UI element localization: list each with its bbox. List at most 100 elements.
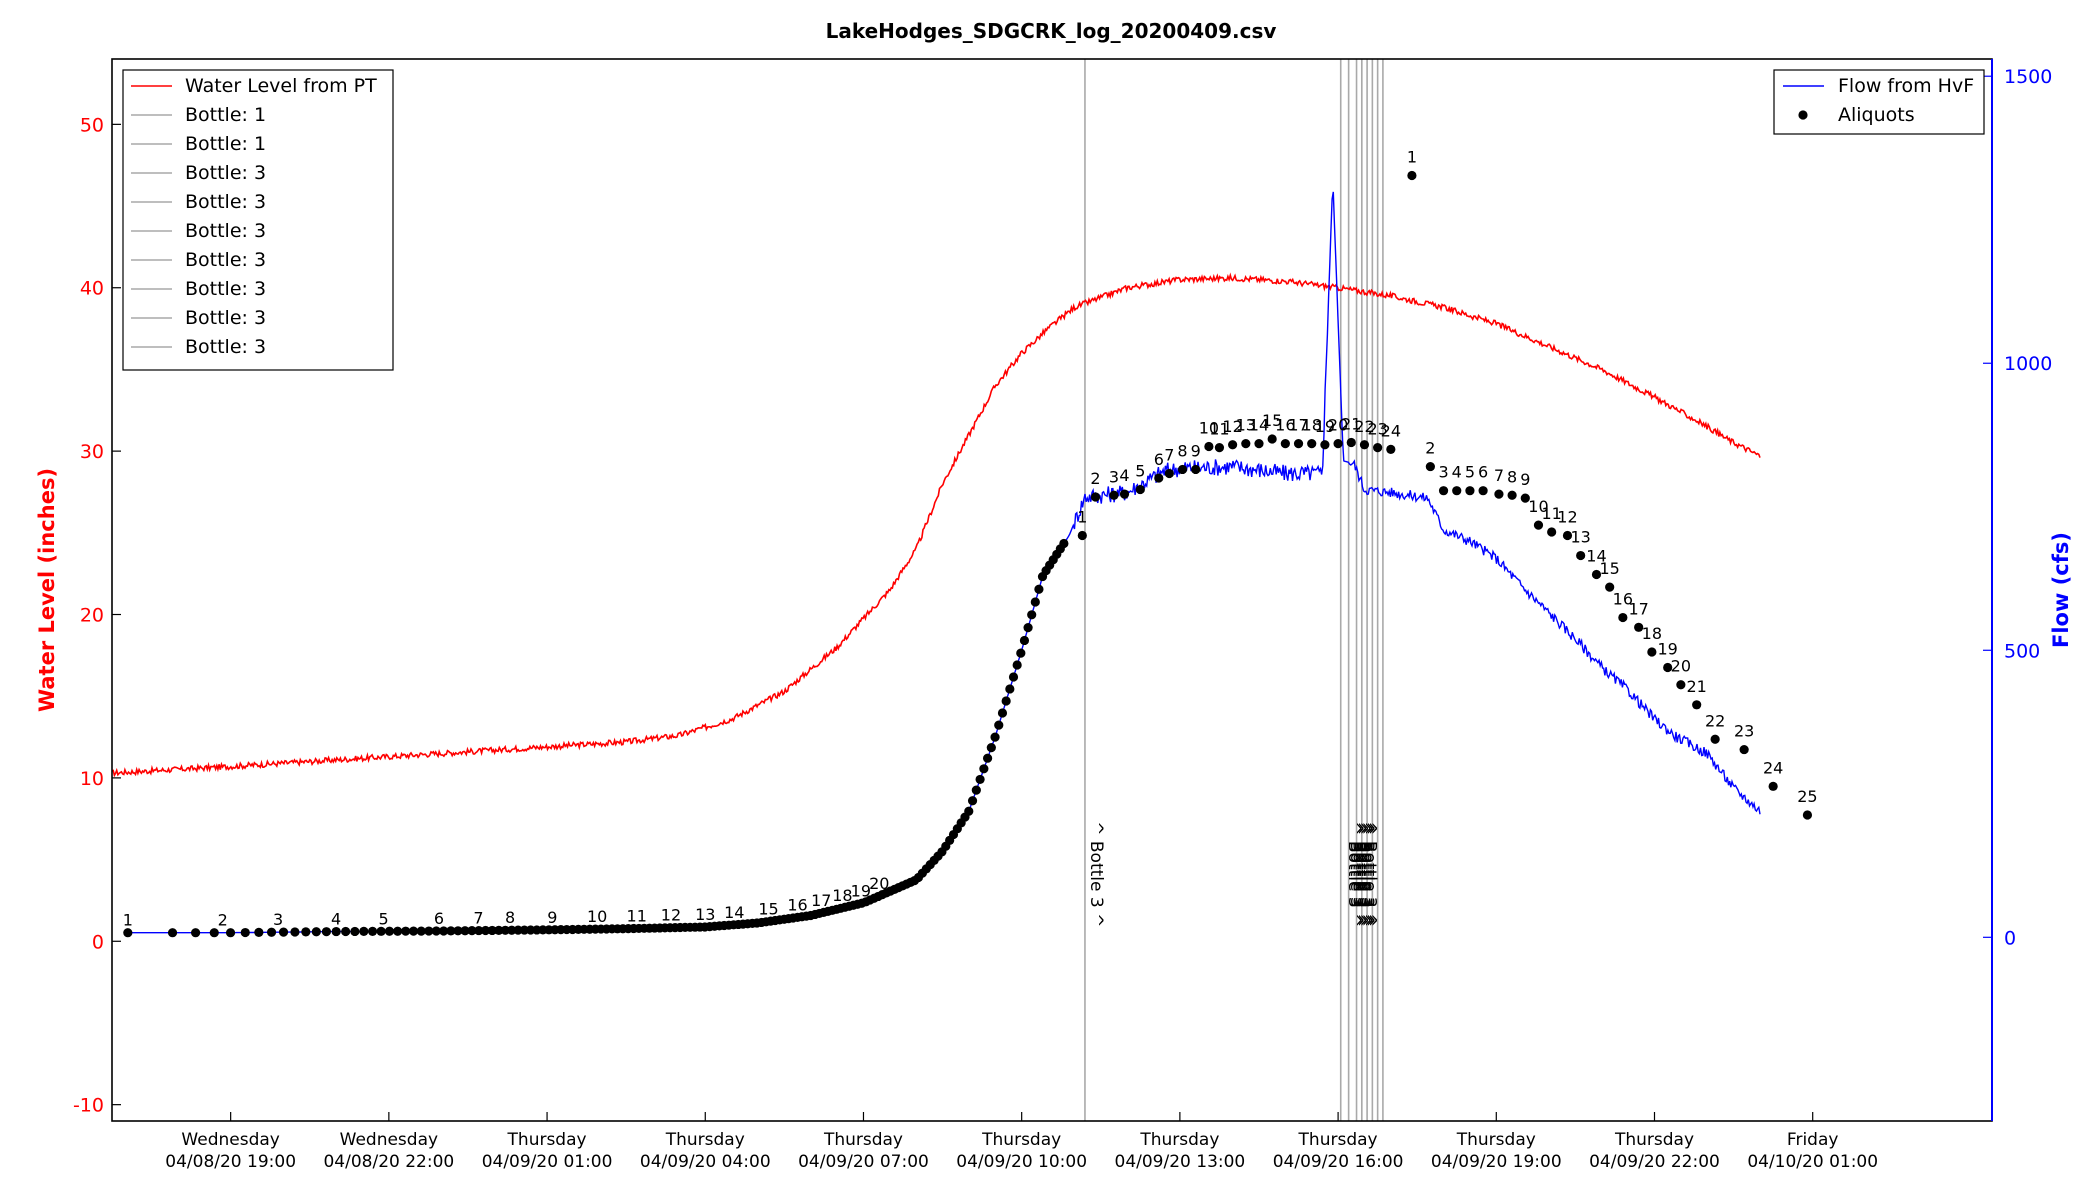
legend-right: Flow from HvF Aliquots: [1773, 69, 1985, 135]
aliquot-point: [1333, 439, 1343, 449]
y-tick-right-label: 1500: [2004, 66, 2052, 88]
legend-entry: Bottle: 3: [185, 249, 266, 271]
aliquot-label: 11: [1541, 504, 1561, 523]
aliquot-point: [1768, 781, 1778, 791]
x-tick-date: 04/09/20 01:00: [482, 1152, 613, 1172]
x-tick-date: 04/09/20 13:00: [1115, 1152, 1246, 1172]
x-tick-day: Wednesday: [181, 1130, 279, 1150]
aliquot-point: [1012, 660, 1022, 670]
chart-title: LakeHodges_SDGCRK_log_20200409.csv: [826, 19, 1277, 43]
aliquot-point: [1359, 440, 1370, 450]
aliquot-label: 4: [1119, 466, 1129, 485]
aliquot-point: [446, 926, 456, 936]
aliquot-point: [1016, 648, 1026, 658]
aliquot-point: [393, 926, 403, 936]
aliquot-point: [240, 927, 250, 938]
y-axis-right-label: Flow (cfs): [2049, 532, 2073, 648]
y-tick-right-label: 500: [2004, 640, 2040, 662]
legend-entry: Bottle: 3: [185, 278, 266, 300]
aliquot-label: 22: [1705, 711, 1725, 730]
aliquot-point: [1077, 530, 1087, 541]
aliquot-point: [1059, 538, 1069, 549]
y-axis-left-label: Water Level (inches): [35, 468, 59, 712]
aliquot-label: 7: [473, 909, 483, 928]
plot-frame: [111, 58, 1993, 1122]
legend-entry: Bottle: 1: [185, 133, 266, 155]
aliquot-point: [1005, 684, 1015, 694]
x-tick-date: 04/08/20 22:00: [323, 1152, 454, 1172]
aliquot-label: 13: [1236, 416, 1256, 435]
aliquot-label: 12: [1222, 417, 1242, 436]
x-tick-date: 04/10/20 01:00: [1747, 1152, 1878, 1172]
aliquot-point: [1154, 473, 1164, 483]
legend-entry: Aliquots: [1838, 104, 1915, 126]
aliquot-point: [507, 925, 517, 935]
aliquot-point: [1008, 672, 1019, 682]
y-tick-right-label: 0: [2004, 927, 2016, 949]
aliquot-point: [1307, 439, 1317, 449]
aliquot-label: 24: [1381, 421, 1401, 440]
aliquot-point: [431, 926, 441, 936]
aliquot-label: 1: [1407, 148, 1417, 167]
x-tick-date: 04/09/20 22:00: [1589, 1152, 1720, 1172]
aliquot-point: [1109, 490, 1119, 500]
aliquot-point: [982, 753, 993, 763]
aliquot-point: [453, 926, 463, 936]
aliquot-point: [1204, 441, 1214, 452]
aliquot-label: 8: [1507, 467, 1517, 486]
aliquot-label: 21: [1341, 414, 1361, 433]
aliquot-label: 3: [273, 910, 283, 929]
aliquot-label: 18: [832, 886, 852, 905]
aliquot-point: [500, 925, 510, 935]
aliquot-point: [1692, 700, 1702, 710]
aliquot-point: [301, 927, 311, 937]
x-tick-day: Thursday: [507, 1130, 587, 1150]
aliquot-label: 14: [1249, 416, 1269, 435]
aliquot-point: [997, 708, 1008, 718]
legend-left-frame: [122, 69, 394, 371]
aliquot-point: [1267, 434, 1277, 444]
aliquot-point: [1663, 662, 1673, 673]
aliquot-point: [979, 764, 989, 774]
legend-entry: Bottle: 3: [185, 220, 266, 242]
aliquot-point: [1562, 530, 1573, 541]
x-tick-date: 04/09/20 07:00: [798, 1152, 929, 1172]
aliquot-label: 10: [1199, 418, 1219, 437]
aliquot-label: 18: [1302, 416, 1322, 435]
aliquot-point: [1533, 520, 1544, 530]
x-tick-day: Thursday: [665, 1130, 745, 1150]
aliquot-point: [1019, 635, 1030, 646]
aliquot-label: 9: [1191, 441, 1201, 460]
aliquot-label: 19: [1315, 417, 1335, 436]
aliquot-point: [1373, 443, 1383, 453]
aliquot-point: [266, 927, 277, 937]
aliquot-point: [123, 928, 133, 938]
aliquot-label: 5: [1465, 463, 1475, 482]
bottle-annotation: ^ Bottle 3 ^: [1351, 821, 1371, 927]
aliquot-point: [1254, 439, 1264, 449]
bottle-annotation: ^ Bottle 3 ^: [1348, 821, 1368, 927]
aliquot-point: [1739, 744, 1749, 755]
aliquot-point: [1280, 439, 1290, 449]
aliquot-point: [1494, 489, 1504, 499]
aliquot-point: [439, 926, 449, 936]
aliquot-label: 17: [811, 891, 831, 910]
aliquot-point: [494, 925, 504, 935]
aliquot-point: [209, 928, 219, 938]
aliquot-point: [1177, 464, 1188, 475]
aliquot-label: 17: [1628, 599, 1648, 618]
aliquot-point: [1191, 464, 1201, 475]
aliquot-point: [190, 928, 201, 938]
aliquot-label: 19: [851, 881, 871, 900]
aliquot-point: [341, 926, 351, 937]
aliquot-point: [1320, 440, 1330, 450]
aliquot-point: [1802, 810, 1813, 820]
aliquot-label: 3: [1438, 463, 1448, 482]
aliquot-point: [1030, 597, 1040, 607]
aliquot-point: [964, 806, 974, 816]
y-tick-left-label: 0: [92, 931, 104, 953]
x-tick-day: Thursday: [823, 1130, 903, 1150]
aliquot-label: 15: [1262, 411, 1282, 430]
aliquot-label: 13: [1570, 528, 1590, 547]
aliquot-label: 7: [1164, 445, 1174, 464]
